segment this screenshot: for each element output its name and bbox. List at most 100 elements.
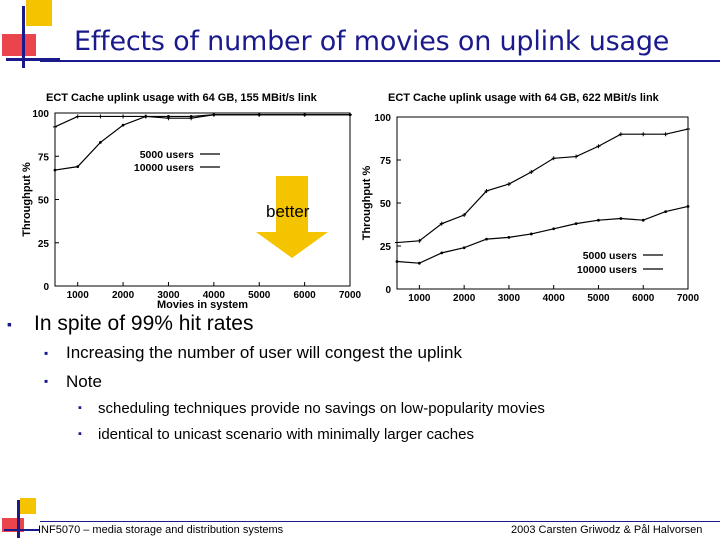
data-point [664,210,668,214]
better-label: better [266,202,310,221]
y-tick-label: 25 [38,239,50,250]
logo-top [0,0,60,80]
x-tick-label: 2000 [112,290,135,301]
data-point [98,141,102,144]
data-point [417,261,421,265]
data-point [395,240,399,245]
data-point [439,221,444,226]
chart-title: ECT Cache uplink usage with 64 GB, 155 M… [46,92,318,104]
y-tick-label: 0 [43,282,49,293]
data-point [98,114,103,119]
data-point [189,116,194,121]
data-point [395,260,399,263]
y-axis-label: Throughput % [361,166,373,241]
data-point [618,132,623,137]
x-tick-label: 5000 [587,293,610,304]
data-point [574,154,579,159]
legend-label: 5000 users [140,149,194,161]
chart-622mbit: ECT Cache uplink usage with 64 GB, 622 M… [361,92,700,304]
bullet-note: Note [66,372,102,391]
y-tick-label: 25 [380,242,392,253]
data-point [552,227,556,231]
data-point [75,114,80,119]
data-point [485,237,488,241]
x-tick-label: 4000 [203,290,226,301]
x-tick-label: 4000 [543,293,566,304]
bullet-scheduling: scheduling techniques provide no savings… [98,400,545,417]
x-tick-label: 1000 [408,293,431,304]
data-point [529,170,534,175]
y-tick-label: 100 [374,113,391,124]
title-divider [40,60,720,62]
y-tick-label: 50 [380,199,392,210]
series-line-2 [396,128,689,244]
data-point [211,112,216,117]
y-tick-label: 75 [38,152,50,163]
footer-course: INF5070 – media storage and distribution… [38,524,284,536]
bullet-square-icon: ▪ [44,374,49,388]
plot-frame [396,116,689,290]
data-point [121,114,126,119]
bullet-congest: Increasing the number of user will conge… [66,343,462,362]
data-point [663,132,668,137]
slide-title: Effects of number of movies on uplink us… [74,26,670,57]
data-point [529,232,533,236]
data-point [53,168,57,172]
data-point [257,112,262,117]
data-point [619,217,623,220]
data-point [143,114,148,119]
data-point [506,182,511,187]
data-point [507,236,511,239]
series-line-1 [396,205,689,264]
data-point [53,124,57,129]
x-tick-label: 5000 [248,290,271,301]
bullet-square-icon: ▪ [7,316,12,332]
x-tick-label: 7000 [339,290,362,301]
x-tick-label: 6000 [293,290,316,301]
data-point [686,205,690,208]
footer-divider [40,521,720,522]
x-tick-label: 7000 [677,293,700,304]
y-tick-label: 75 [380,156,392,167]
bullet-square-icon: ▪ [78,402,82,414]
x-tick-label: 3000 [498,293,521,304]
data-point [166,116,171,121]
data-point [348,112,352,117]
chart-title: ECT Cache uplink usage with 64 GB, 622 M… [388,92,660,104]
data-point [596,144,601,149]
bullet-unicast: identical to unicast scenario with minim… [98,426,474,443]
data-point [121,123,125,127]
data-point [76,165,80,169]
data-point [551,156,556,161]
data-point [597,218,600,222]
data-point [484,188,489,193]
data-point [686,127,690,132]
y-tick-label: 0 [385,285,391,296]
data-point [574,222,578,226]
data-point [641,218,645,222]
data-point [462,246,466,250]
legend-label: 10000 users [577,264,637,276]
data-point [302,112,307,117]
data-point [641,132,646,137]
better-arrow [256,176,328,258]
x-tick-label: 3000 [157,290,180,301]
y-tick-label: 50 [38,196,50,207]
x-tick-label: 2000 [453,293,476,304]
x-axis-label: Movies in system [157,299,248,310]
bullet-square-icon: ▪ [44,346,49,360]
bullet-main: In spite of 99% hit rates [34,312,254,335]
logo-bottom [0,498,42,540]
legend-label: 5000 users [583,250,637,262]
x-tick-label: 6000 [632,293,655,304]
legend-label: 10000 users [134,162,194,174]
chart-155mbit: ECT Cache uplink usage with 64 GB, 155 M… [21,92,362,310]
y-tick-label: 100 [32,109,49,120]
y-axis-label: Throughput % [21,162,33,237]
data-point [462,213,467,218]
arrow-shape [256,176,328,258]
data-point [417,238,422,243]
data-point [440,251,444,255]
bullet-square-icon: ▪ [78,428,82,440]
footer-authors: 2003 Carsten Griwodz & Pål Halvorsen [511,524,703,536]
